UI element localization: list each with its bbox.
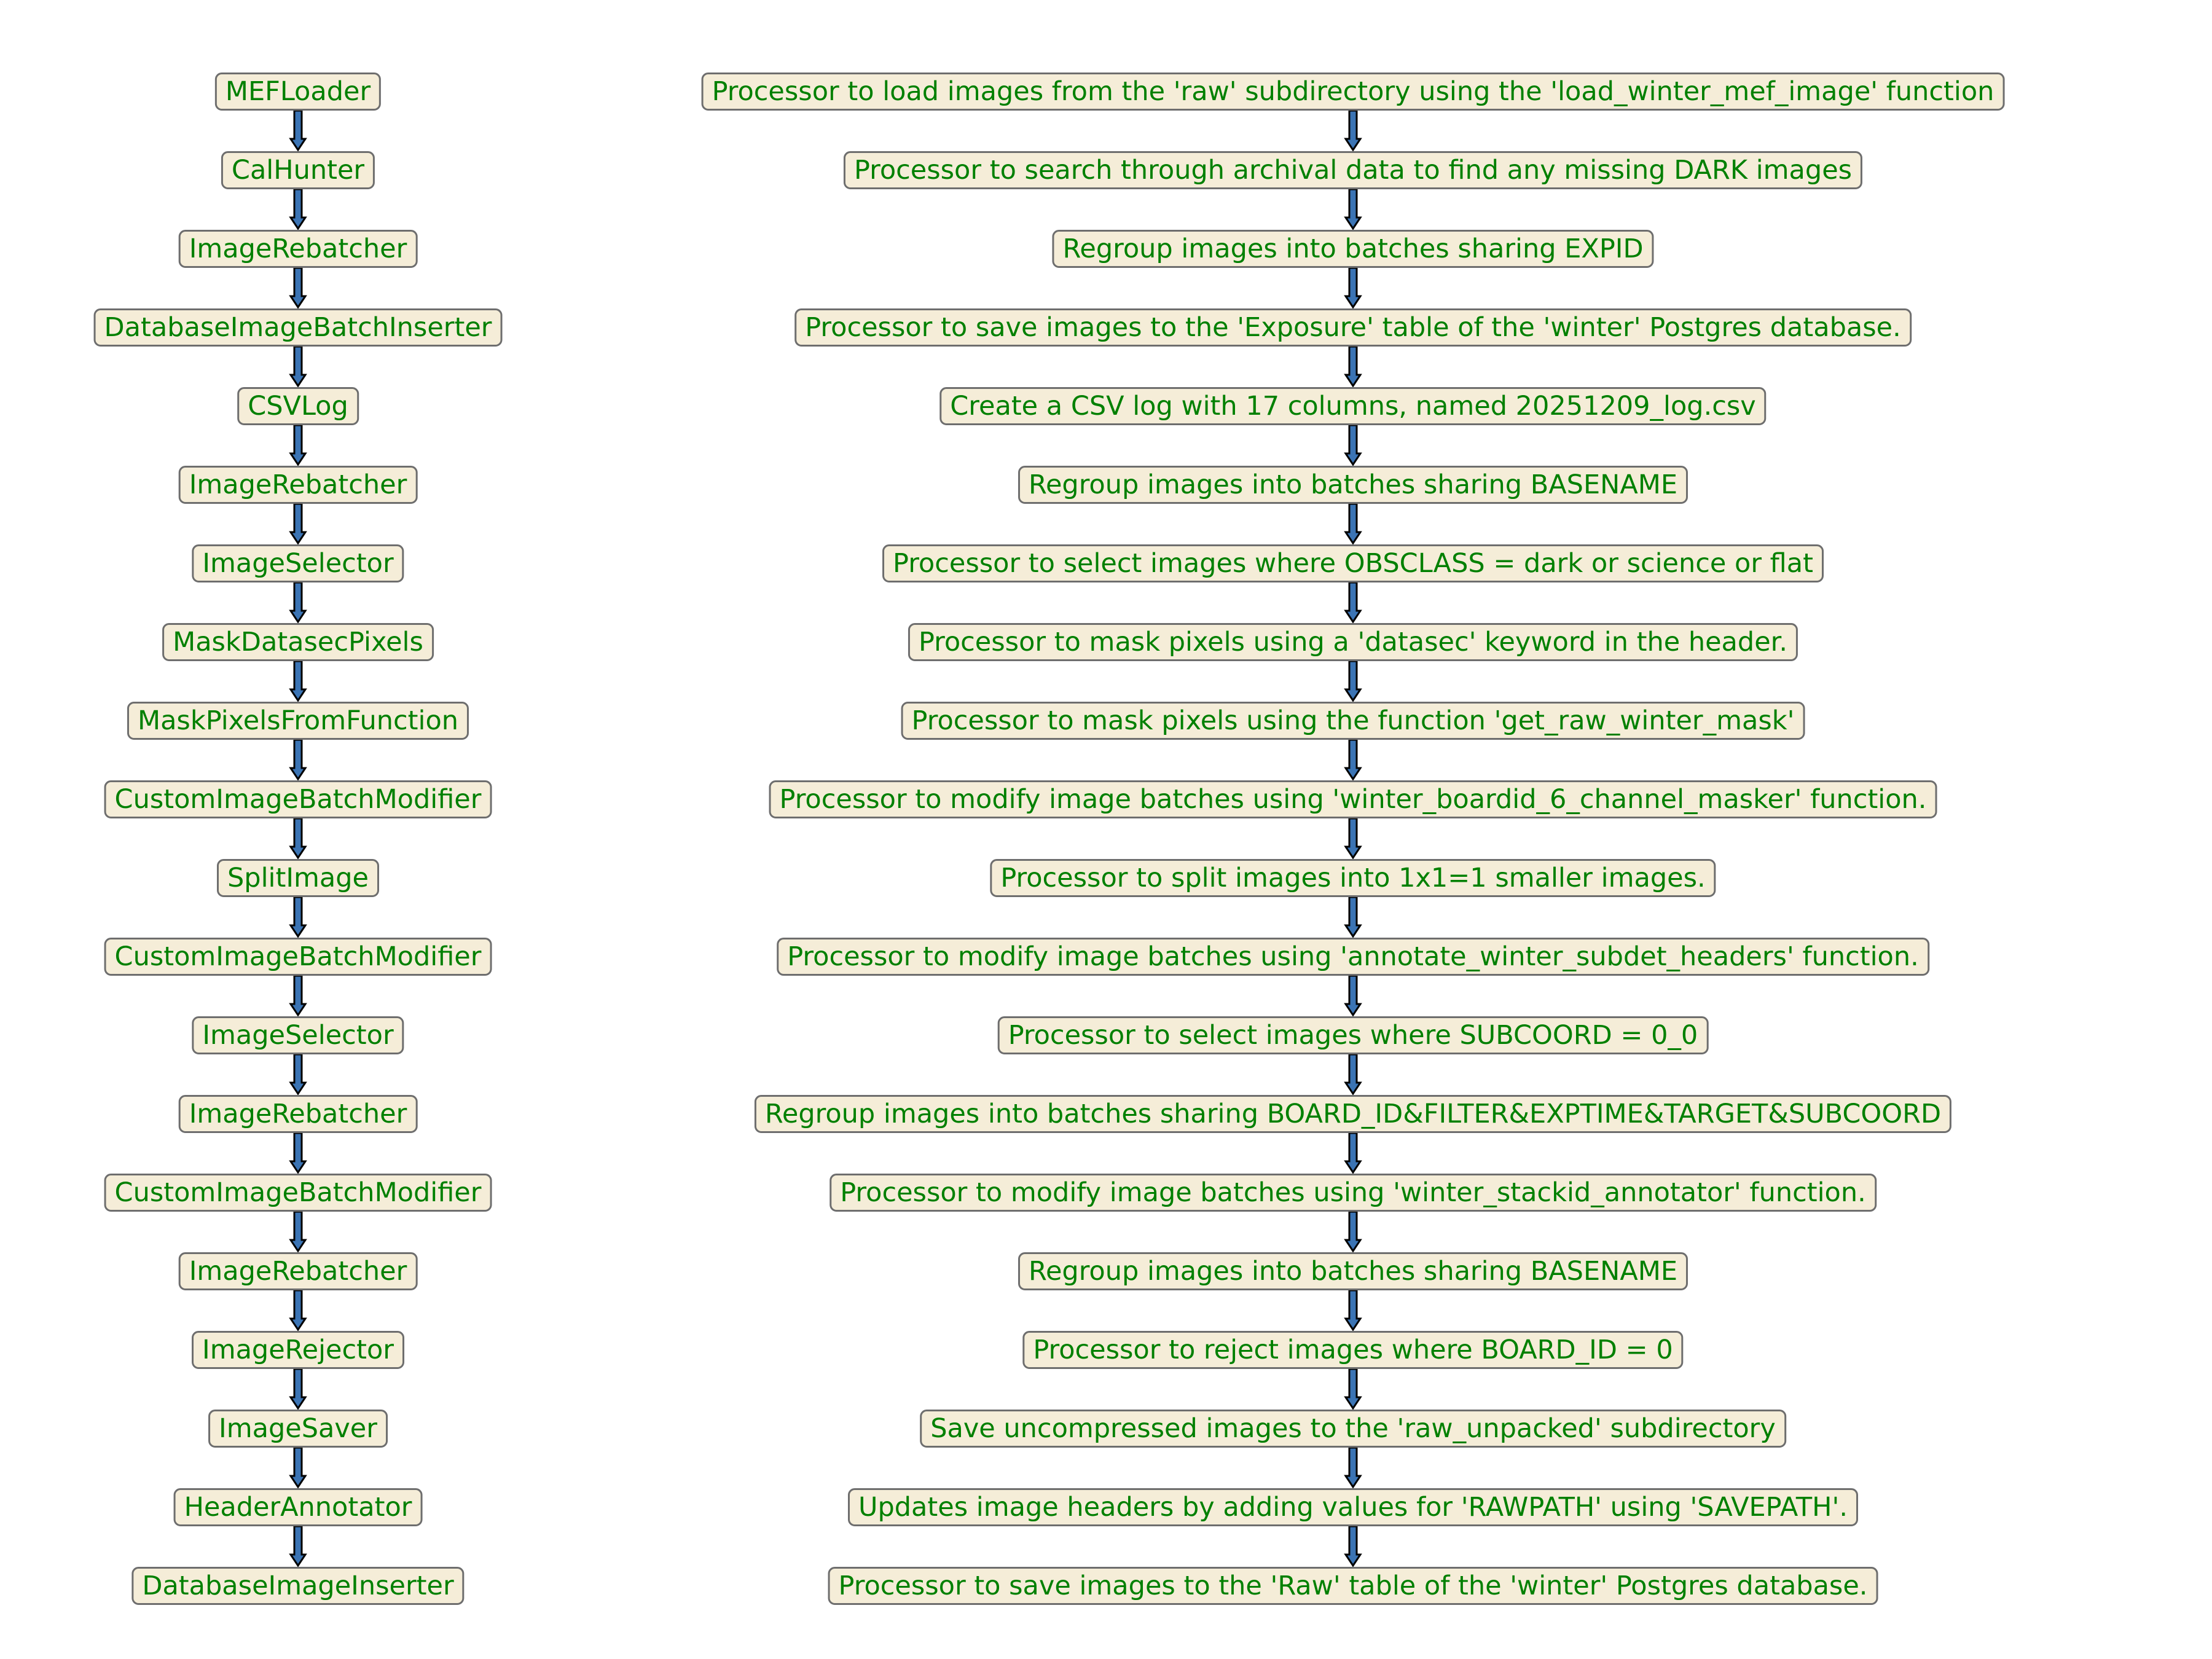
- processor-description-box: Processor to save images to the 'Raw' ta…: [828, 1567, 1878, 1605]
- processor-description-box: Save uncompressed images to the 'raw_unp…: [920, 1410, 1786, 1448]
- flow-arrow-right: [1344, 1132, 1362, 1174]
- processor-name-box: HeaderAnnotator: [173, 1488, 423, 1526]
- flow-arrow-right: [1344, 345, 1362, 388]
- processor-description-box: Regroup images into batches sharing BOAR…: [754, 1095, 1952, 1133]
- flow-arrow-right: [1344, 1210, 1362, 1253]
- processor-description-box: Processor to load images from the 'raw' …: [701, 73, 2005, 111]
- flow-arrow-left: [289, 424, 307, 466]
- processor-name-box: ImageSaver: [208, 1410, 388, 1448]
- processor-description-box: Processor to search through archival dat…: [843, 151, 1863, 189]
- flow-arrow-right: [1344, 267, 1362, 309]
- flow-arrow-right: [1344, 109, 1362, 152]
- processor-name-box: CustomImageBatchModifier: [104, 1174, 492, 1212]
- processor-name-box: ImageRejector: [192, 1331, 404, 1369]
- flow-arrow-left: [289, 817, 307, 860]
- flow-arrow-left: [289, 581, 307, 624]
- processor-description-box: Processor to modify image batches using …: [830, 1174, 1877, 1212]
- flow-arrow-left: [289, 1289, 307, 1332]
- processor-name-box: ImageRebatcher: [178, 466, 418, 504]
- flow-arrow-left: [289, 1446, 307, 1489]
- processor-description-box: Processor to modify image batches using …: [777, 938, 1929, 976]
- flow-arrow-right: [1344, 1446, 1362, 1489]
- processor-name-box: ImageSelector: [192, 1016, 404, 1054]
- flow-arrow-left: [289, 1132, 307, 1174]
- processor-name-box: CSVLog: [237, 387, 359, 425]
- flow-arrow-left: [289, 188, 307, 230]
- flow-arrow-left: [289, 109, 307, 152]
- flow-arrow-left: [289, 1210, 307, 1253]
- flow-arrow-left: [289, 267, 307, 309]
- flow-arrow-right: [1344, 581, 1362, 624]
- flow-arrow-right: [1344, 739, 1362, 781]
- flow-arrow-left: [289, 896, 307, 938]
- flow-arrow-left: [289, 660, 307, 702]
- processor-description-box: Create a CSV log with 17 columns, named …: [939, 387, 1767, 425]
- flow-arrow-left: [289, 503, 307, 545]
- flow-arrow-right: [1344, 1289, 1362, 1332]
- processor-name-box: CalHunter: [221, 151, 375, 189]
- processor-name-box: MaskPixelsFromFunction: [127, 702, 469, 740]
- processor-name-box: SplitImage: [216, 859, 380, 897]
- flow-arrow-right: [1344, 896, 1362, 938]
- processor-name-box: MEFLoader: [214, 73, 382, 111]
- flow-arrow-left: [289, 1368, 307, 1410]
- flow-arrow-right: [1344, 660, 1362, 702]
- processor-name-box: ImageRebatcher: [178, 1095, 418, 1133]
- flow-arrow-right: [1344, 817, 1362, 860]
- processor-description-box: Processor to select images where SUBCOOR…: [997, 1016, 1709, 1054]
- processor-description-box: Processor to save images to the 'Exposur…: [794, 308, 1912, 347]
- processor-name-box: ImageRebatcher: [178, 1252, 418, 1290]
- flow-arrow-right: [1344, 503, 1362, 545]
- processor-description-box: Processor to reject images where BOARD_I…: [1022, 1331, 1684, 1369]
- processor-description-box: Processor to mask pixels using the funct…: [901, 702, 1805, 740]
- flow-arrow-right: [1344, 424, 1362, 466]
- processor-description-box: Regroup images into batches sharing BASE…: [1018, 1252, 1688, 1290]
- processor-description-box: Processor to split images into 1x1=1 sma…: [990, 859, 1716, 897]
- flow-arrow-right: [1344, 1053, 1362, 1096]
- flow-arrow-right: [1344, 975, 1362, 1017]
- processor-description-box: Processor to mask pixels using a 'datase…: [908, 623, 1798, 661]
- processor-name-box: ImageRebatcher: [178, 230, 418, 268]
- flow-arrow-left: [289, 739, 307, 781]
- processor-description-box: Updates image headers by adding values f…: [847, 1488, 1859, 1526]
- processor-description-box: Regroup images into batches sharing BASE…: [1018, 466, 1688, 504]
- processor-name-box: MaskDatasecPixels: [162, 623, 434, 661]
- processor-description-box: Regroup images into batches sharing EXPI…: [1052, 230, 1654, 268]
- processor-name-box: ImageSelector: [192, 544, 404, 582]
- processor-description-box: Processor to modify image batches using …: [769, 780, 1937, 818]
- processor-name-box: CustomImageBatchModifier: [104, 780, 492, 818]
- processor-name-box: DatabaseImageBatchInserter: [93, 308, 503, 347]
- flow-arrow-left: [289, 975, 307, 1017]
- flow-arrow-left: [289, 1525, 307, 1567]
- flow-arrow-left: [289, 345, 307, 388]
- flow-arrow-right: [1344, 1525, 1362, 1567]
- processor-description-box: Processor to select images where OBSCLAS…: [882, 544, 1824, 582]
- flow-arrow-right: [1344, 188, 1362, 230]
- processor-name-box: CustomImageBatchModifier: [104, 938, 492, 976]
- flow-arrow-right: [1344, 1368, 1362, 1410]
- flow-arrow-left: [289, 1053, 307, 1096]
- processor-name-box: DatabaseImageInserter: [131, 1567, 465, 1605]
